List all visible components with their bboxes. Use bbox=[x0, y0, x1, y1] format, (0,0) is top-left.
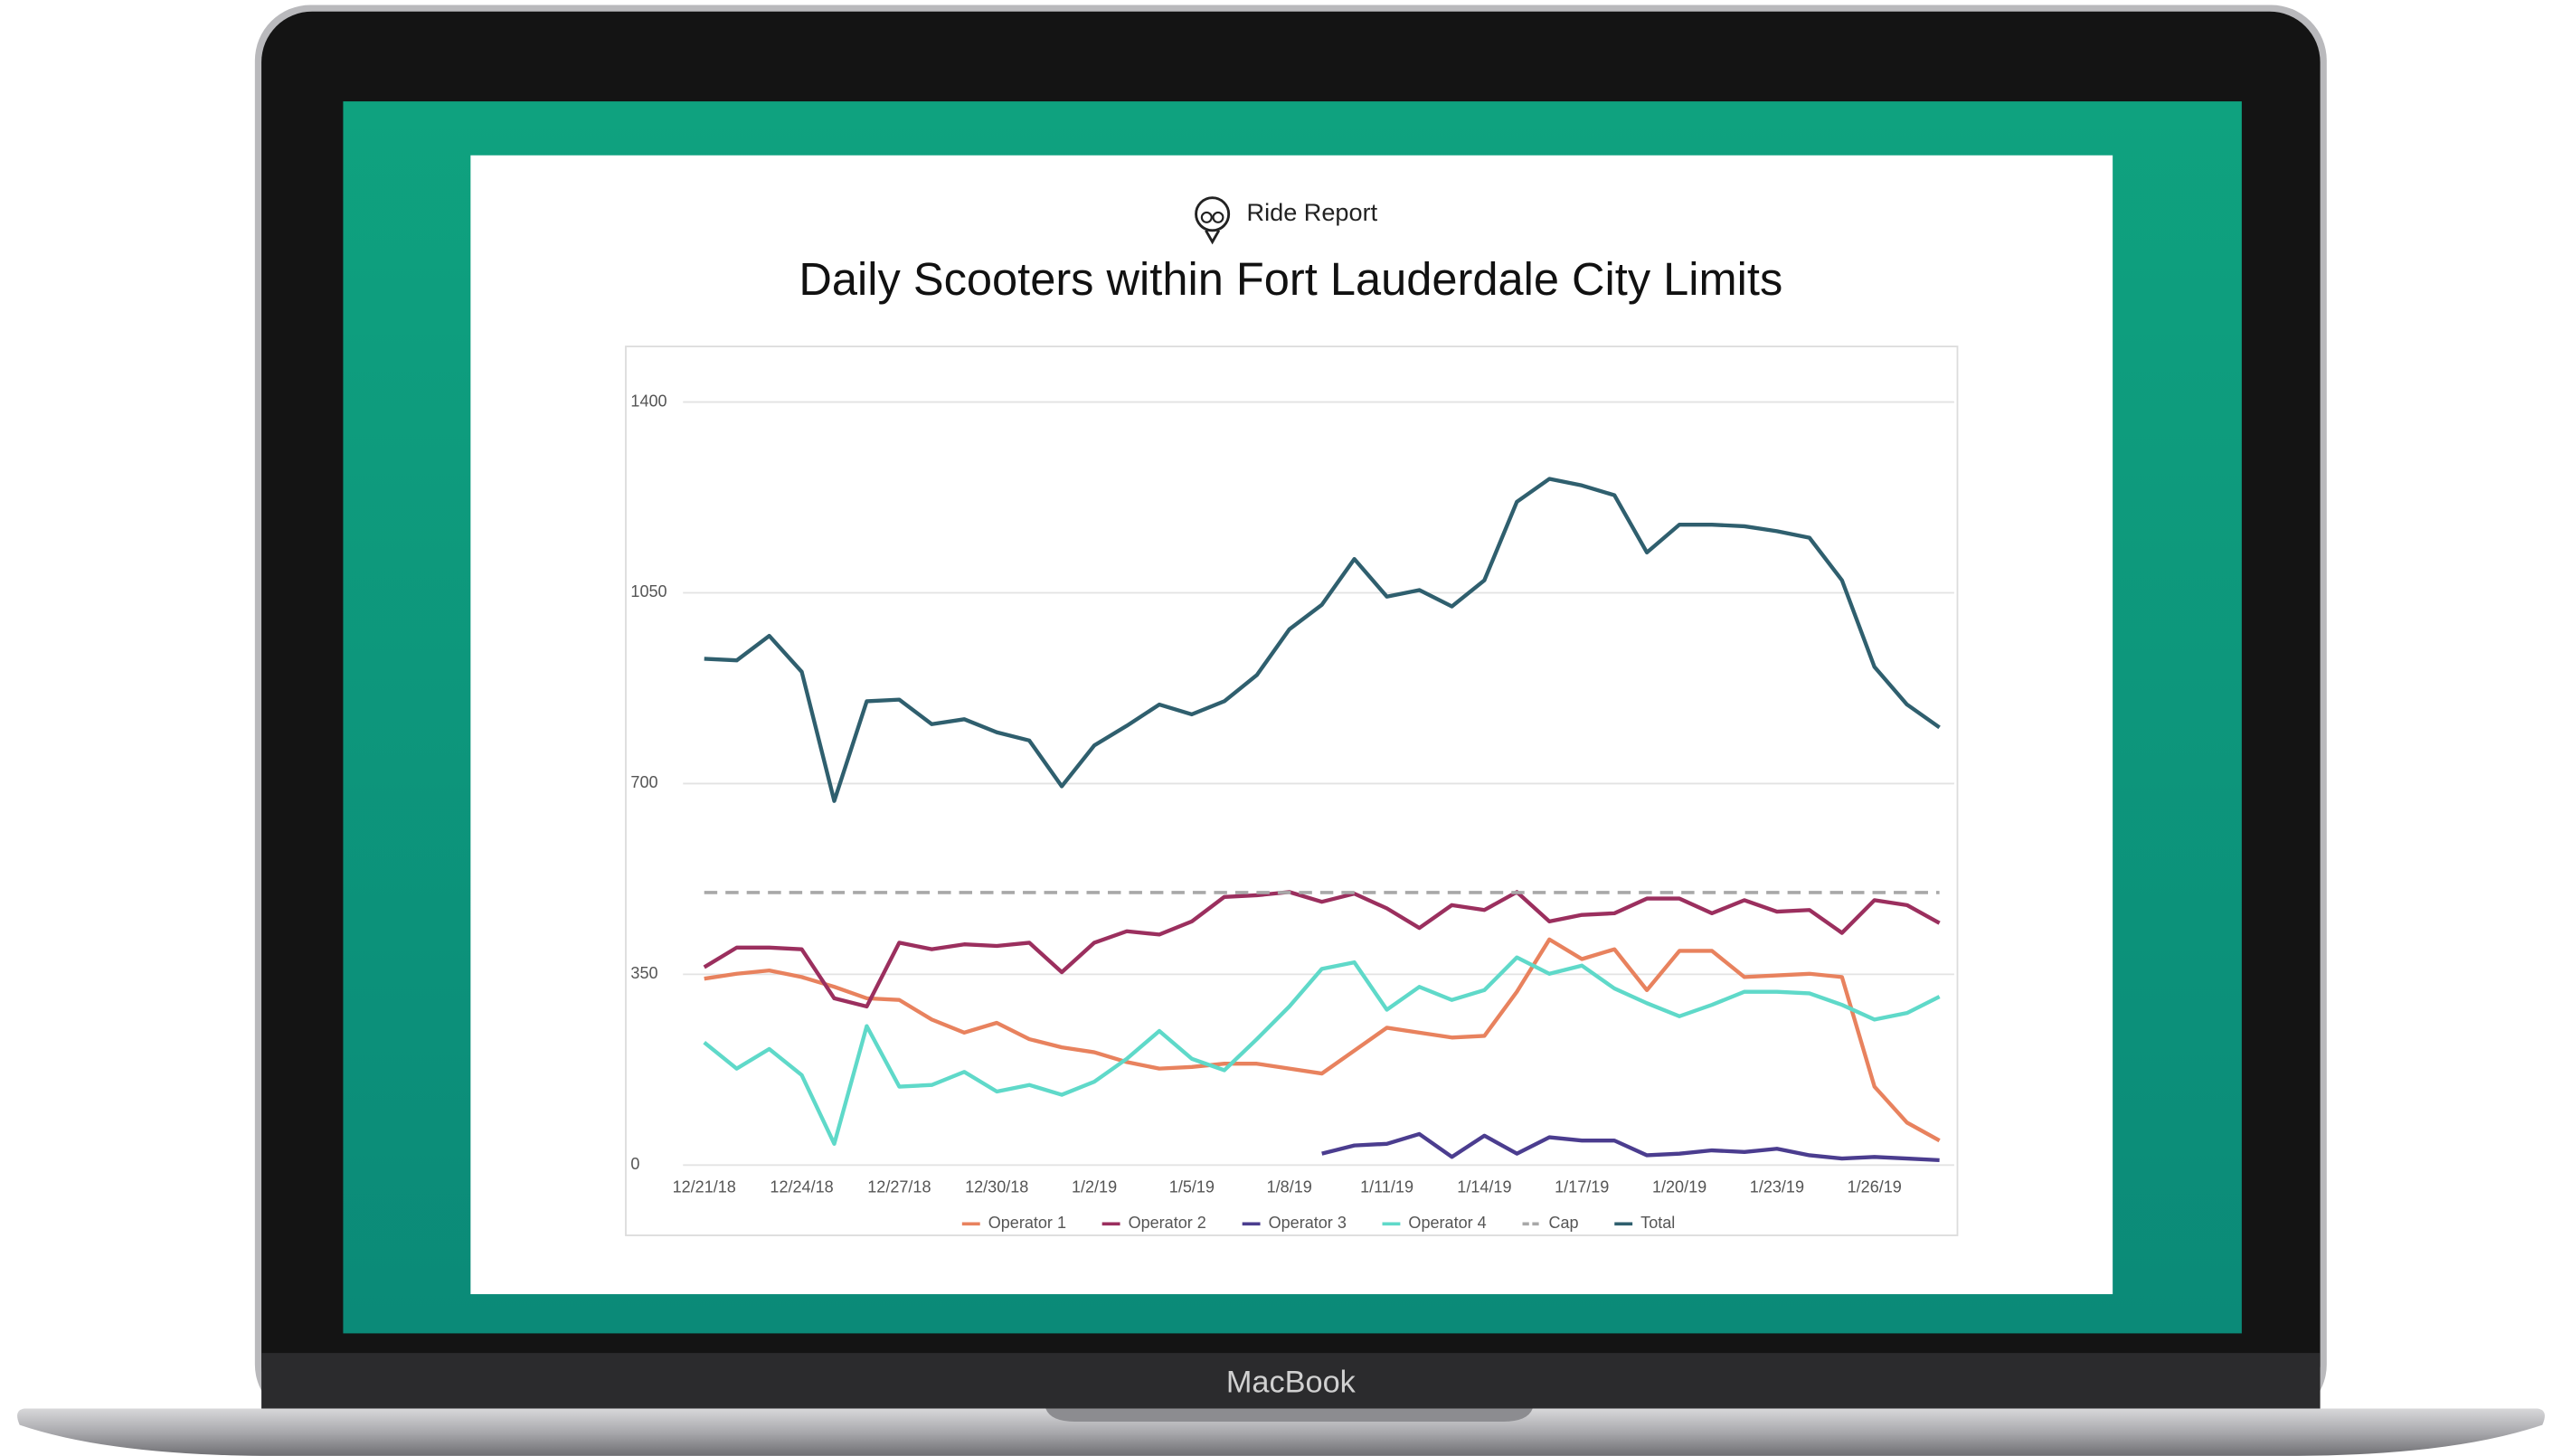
x-tick-label: 12/30/18 bbox=[965, 1177, 1028, 1196]
y-tick-label: 1050 bbox=[630, 582, 666, 600]
laptop-mockup: MacBook Ride Report Daily Scooters withi… bbox=[0, 0, 2562, 1456]
legend-label: Operator 4 bbox=[1408, 1214, 1486, 1232]
x-tick-label: 1/5/19 bbox=[1169, 1177, 1215, 1196]
x-tick-label: 1/14/19 bbox=[1457, 1177, 1511, 1196]
legend-label: Operator 3 bbox=[1269, 1214, 1347, 1232]
x-tick-label: 1/11/19 bbox=[1360, 1177, 1413, 1196]
x-tick-label: 1/26/19 bbox=[1848, 1177, 1902, 1196]
legend-label: Cap bbox=[1548, 1214, 1578, 1232]
y-tick-label: 1400 bbox=[630, 392, 666, 410]
device-label: MacBook bbox=[1226, 1365, 1357, 1399]
y-tick-label: 700 bbox=[630, 773, 657, 791]
chart-title: Daily Scooters within Fort Lauderdale Ci… bbox=[799, 253, 1782, 305]
page: { "brand": "Ride Report", "device": "Mac… bbox=[0, 0, 2562, 1456]
x-tick-label: 12/24/18 bbox=[770, 1177, 833, 1196]
y-tick-label: 0 bbox=[630, 1155, 639, 1173]
laptop-notch bbox=[1045, 1409, 1532, 1422]
legend-label: Operator 2 bbox=[1129, 1214, 1206, 1232]
x-tick-label: 1/23/19 bbox=[1750, 1177, 1804, 1196]
x-tick-label: 1/8/19 bbox=[1267, 1177, 1312, 1196]
chart-frame bbox=[626, 346, 1958, 1235]
x-tick-label: 12/21/18 bbox=[673, 1177, 736, 1196]
x-tick-label: 12/27/18 bbox=[867, 1177, 931, 1196]
x-tick-label: 1/17/19 bbox=[1555, 1177, 1609, 1196]
legend-label: Total bbox=[1640, 1214, 1675, 1232]
x-tick-label: 1/20/19 bbox=[1652, 1177, 1706, 1196]
legend-label: Operator 1 bbox=[988, 1214, 1066, 1232]
x-tick-label: 1/2/19 bbox=[1072, 1177, 1117, 1196]
y-tick-label: 350 bbox=[630, 964, 657, 982]
brand-name: Ride Report bbox=[1247, 198, 1378, 226]
